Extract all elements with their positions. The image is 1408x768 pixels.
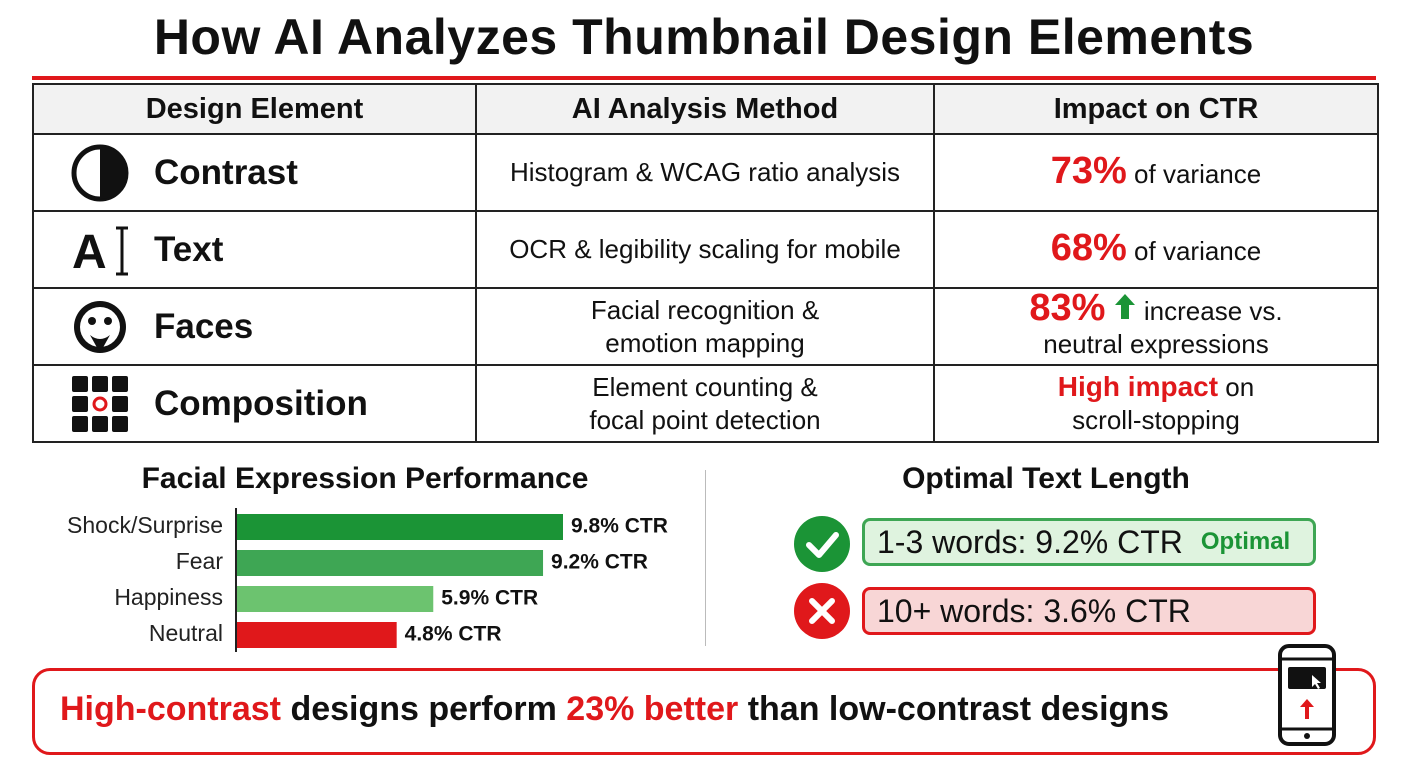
impact-text: increase vs. — [1143, 296, 1283, 326]
element-name: Text — [154, 230, 224, 269]
impact-cell: High impact on scroll-stopping — [933, 364, 1379, 443]
impact-highlight: 83% — [1029, 287, 1106, 329]
element-name: Faces — [154, 307, 254, 346]
divider — [705, 470, 706, 646]
banner-part: than low-contrast designs — [747, 690, 1169, 728]
impact-text: scroll-stopping — [1072, 405, 1240, 435]
method-cell: Element counting & focal point detection — [475, 364, 935, 443]
impact-cell: 68% of variance — [933, 210, 1379, 289]
banner-part: designs perform — [290, 690, 557, 728]
good-box: 1-3 words: 9.2% CTR Optimal — [862, 518, 1316, 566]
good-text: 1-3 words: 9.2% CTR — [877, 523, 1183, 560]
svg-text:A: A — [72, 226, 107, 279]
method-line: emotion mapping — [605, 327, 805, 358]
value-label: 9.8% CTR — [571, 515, 668, 538]
category-label: Fear — [176, 548, 224, 574]
element-cell: A Text — [32, 210, 477, 289]
header-row: Design Element AI Analysis Method Impact… — [32, 83, 1379, 135]
value-label: 4.8% CTR — [405, 623, 502, 646]
analysis-table: Design Element AI Analysis Method Impact… — [32, 83, 1379, 443]
impact-text: of variance — [1134, 158, 1262, 189]
bar — [237, 586, 434, 612]
impact-cell: 73% of variance — [933, 133, 1379, 212]
category-label: Happiness — [114, 584, 223, 610]
method-cell: OCR & legibility scaling for mobile — [475, 210, 935, 289]
impact-highlight: 73% — [1050, 149, 1127, 192]
impact-highlight: 68% — [1050, 226, 1127, 269]
header-cell: AI Analysis Method — [475, 83, 935, 135]
method-line: Histogram & WCAG ratio analysis — [509, 157, 901, 187]
header-cell: Design Element — [32, 83, 477, 135]
cross-icon — [794, 583, 850, 639]
bad-text: 10+ words: 3.6% CTR — [877, 592, 1191, 629]
page-title: How AI Analyzes Thumbnail Design Element… — [153, 9, 1255, 65]
method-line: OCR & legibility scaling for mobile — [509, 234, 901, 264]
composition-icon — [72, 375, 128, 432]
method-line: Facial recognition & — [590, 294, 820, 325]
face-icon — [74, 300, 126, 353]
bar — [237, 514, 563, 540]
impact-highlight: High impact — [1057, 371, 1219, 402]
element-cell: Contrast — [32, 133, 477, 212]
element-cell: Composition — [32, 364, 477, 443]
banner-highlight: High-contrast — [60, 690, 281, 728]
value-label: 9.2% CTR — [551, 551, 648, 574]
table-row: A Text OCR & legibility scaling for mobi… — [32, 210, 1379, 289]
section-title: Optimal Text Length — [902, 462, 1190, 495]
banner-highlight: 23% better — [566, 690, 739, 728]
bar — [237, 622, 397, 648]
banner — [32, 668, 1376, 755]
banner-text: High-contrast designs perform 23% better… — [60, 690, 1169, 729]
method-cell: Histogram & WCAG ratio analysis — [475, 133, 935, 212]
bad-box: 10+ words: 3.6% CTR — [862, 587, 1316, 635]
category-label: Neutral — [149, 620, 223, 646]
check-icon — [794, 516, 850, 572]
table-row: Faces Facial recognition & emotion mappin… — [32, 287, 1379, 366]
bar — [237, 550, 544, 576]
impact-text: neutral expressions — [1043, 329, 1269, 359]
impact-text: on — [1225, 372, 1255, 402]
bar-chart: Shock/Surprise 9.8% CTR Fear 9.2% CTR Happin… — [67, 508, 668, 652]
contrast-icon — [71, 144, 129, 201]
table-row: Composition Element counting & focal poin… — [32, 364, 1379, 443]
method-cell: Facial recognition & emotion mapping — [475, 287, 935, 366]
chart-title: Facial Expression Performance — [141, 462, 589, 495]
up-arrow-icon — [1114, 294, 1135, 319]
method-line: Element counting & — [592, 371, 818, 402]
optimal-badge: Optimal — [1200, 528, 1291, 555]
table-row: Contrast Histogram & WCAG ratio analysis… — [32, 133, 1379, 212]
header-cell: Impact on CTR — [933, 83, 1379, 135]
element-name: Contrast — [154, 153, 298, 192]
element-name: Composition — [154, 384, 368, 423]
title-rule — [32, 76, 1376, 80]
category-label: Shock/Surprise — [67, 512, 223, 538]
impact-cell: 83% increase vs. neutral expressions — [933, 287, 1379, 366]
impact-text: of variance — [1134, 235, 1262, 266]
text-icon: A — [72, 226, 128, 279]
method-line: focal point detection — [589, 404, 821, 435]
value-label: 5.9% CTR — [441, 587, 538, 610]
phone-icon — [1278, 644, 1336, 746]
element-cell: Faces — [32, 287, 477, 366]
